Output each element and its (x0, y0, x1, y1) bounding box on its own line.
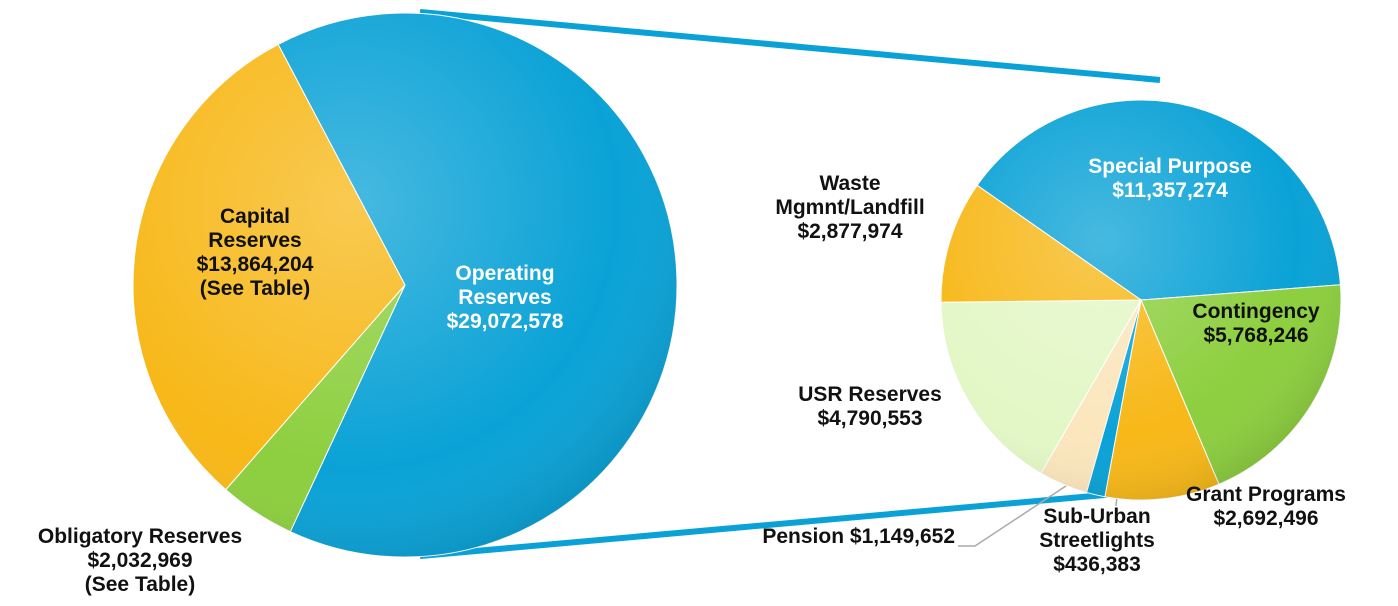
slice-label: Contingency $5,768,246 (1171, 300, 1341, 348)
note: (See Table) (199, 277, 311, 300)
value-label: $436,383 (1053, 553, 1141, 576)
value-label: $2,032,969 (87, 549, 193, 572)
value-label: $29,072,578 (446, 310, 564, 333)
category-name: Contingency (1192, 300, 1320, 323)
slice-label: Operating Reserves $29,072,578 (410, 262, 600, 334)
value-label: $11,357,274 (1112, 179, 1228, 202)
category-name: Grant Programs (1186, 483, 1346, 506)
leader-line (958, 477, 1079, 547)
category-name: Capital Reserves (208, 205, 302, 252)
category-name: Operating Reserves (455, 262, 555, 309)
note: (See Table) (84, 573, 196, 596)
slice-label: USR Reserves $4,790,553 (770, 383, 970, 431)
value-label: $13,864,204 (196, 253, 314, 276)
slice-label: Pension $1,149,652 (695, 525, 955, 549)
value-label: $1,149,652 (849, 525, 955, 548)
value-label: $5,768,246 (1203, 324, 1309, 347)
category-name: Waste Mgmnt/Landfill (775, 172, 925, 219)
category-name: Special Purpose (1088, 155, 1252, 178)
slice-label: Special Purpose $11,357,274 (1055, 155, 1285, 203)
value-label: $2,692,496 (1213, 507, 1319, 530)
category-name: Sub-Urban Streetlights (1039, 505, 1155, 552)
category-name: Obligatory Reserves (37, 525, 243, 548)
slice-label: Sub-Urban Streetlights $436,383 (1022, 505, 1172, 577)
slice-label: Obligatory Reserves $2,032,969 (See Table) (0, 525, 285, 597)
value-label: $4,790,553 (817, 407, 923, 430)
value-label: $2,877,974 (797, 220, 903, 243)
slice-label: Grant Programs $2,692,496 (1141, 483, 1391, 531)
category-name: USR Reserves (798, 383, 942, 406)
category-name: Pension (762, 525, 845, 548)
slice-label: Capital Reserves $13,864,204 (See Table) (180, 205, 330, 301)
slice-label: Waste Mgmnt/Landfill $2,877,974 (755, 172, 945, 244)
